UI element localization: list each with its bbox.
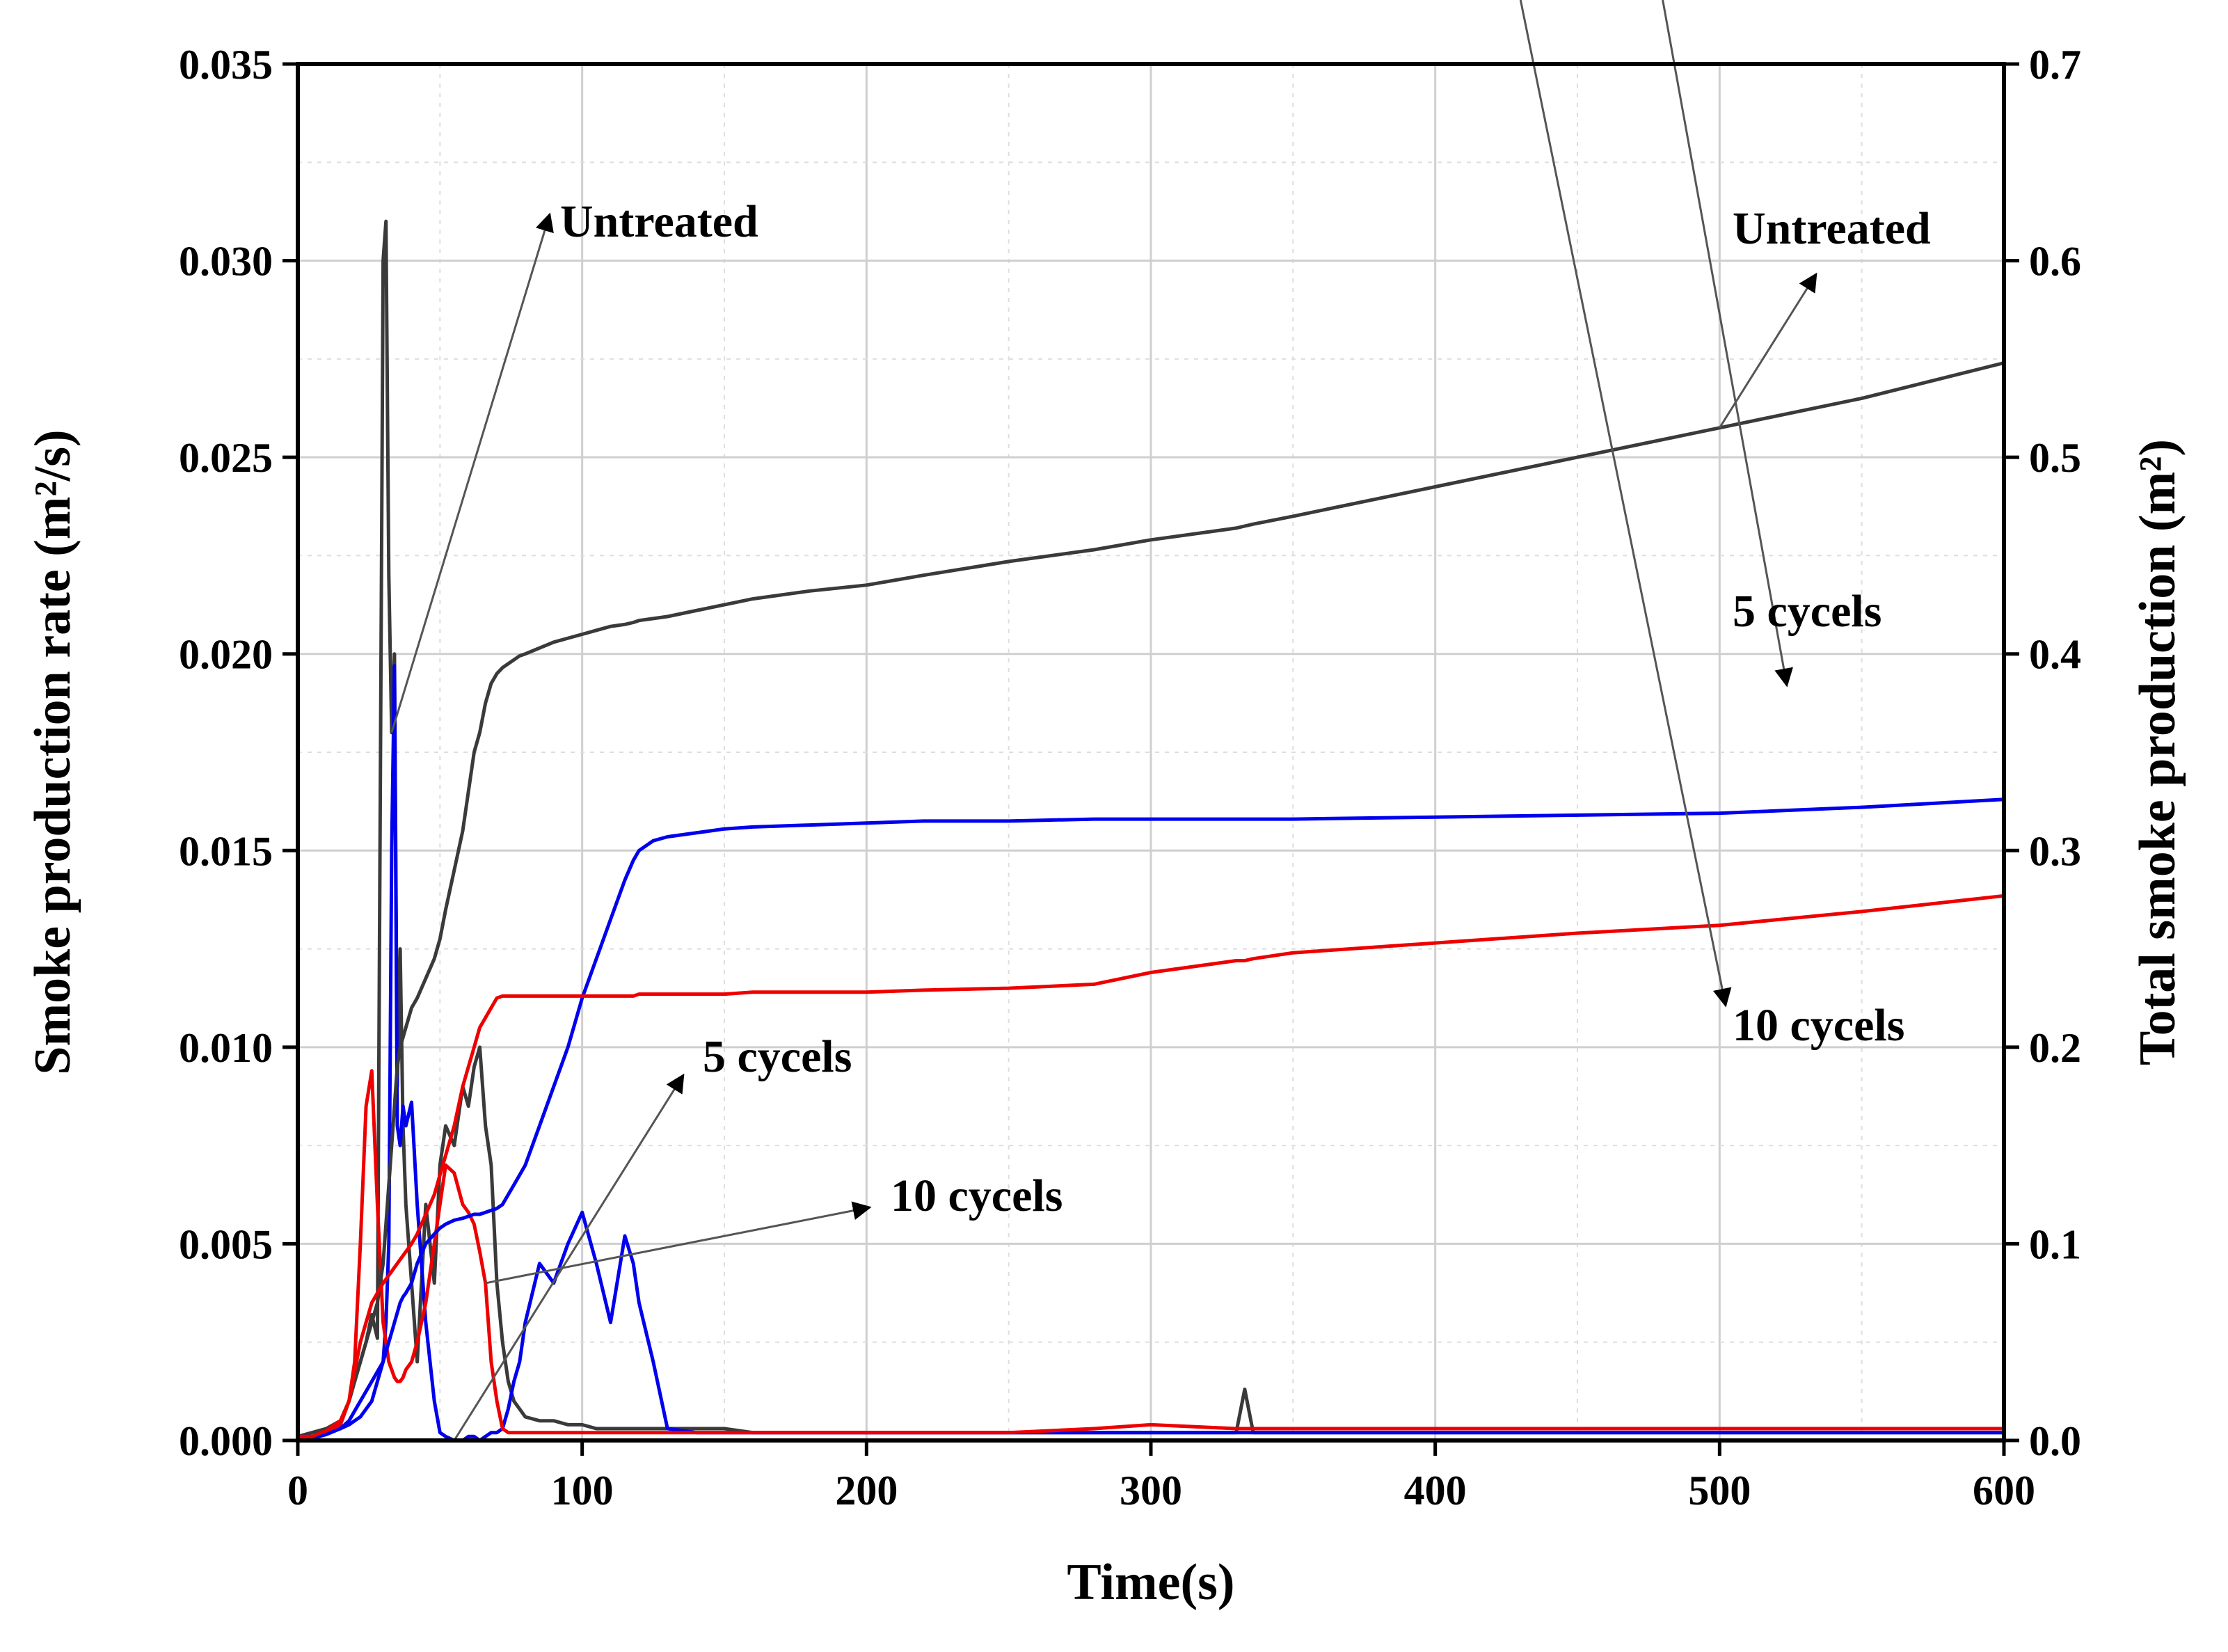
x-tick-label: 100: [551, 1468, 614, 1514]
annotation-arrow: [1662, 0, 1793, 688]
y-left-tick-label: 0.000: [179, 1418, 273, 1464]
y-right-tick-label: 0.3: [2029, 828, 2081, 874]
grid: [298, 64, 2004, 1440]
x-tick-label: 500: [1688, 1468, 1751, 1514]
series-line-10-cycels-spr: [298, 1069, 2004, 1438]
x-tick-label: 400: [1404, 1468, 1467, 1514]
series-line-5-cycels-tsp: [297, 797, 2005, 1443]
y-right-tick-label: 0.1: [2029, 1221, 2081, 1267]
annotation-arrow: [1519, 0, 1732, 1008]
axis-layer: 0 100 200 300 400 500 600 0.000 0.005 0.010 0.015 0…: [179, 42, 2081, 1514]
x-tick-label: 0: [287, 1468, 308, 1514]
series-line-untreated-tsp: [297, 361, 2005, 1443]
annotation-layer: Untreated Untreated 5 cycels 10 cycels 5 cyc…: [390, 0, 1931, 1441]
y-left-tick-label: 0.005: [179, 1221, 273, 1267]
x-tick-label: 300: [1120, 1468, 1182, 1514]
y-left-tick-label: 0.020: [179, 632, 273, 678]
y-left-tick-label: 0.035: [179, 42, 273, 88]
annotation-label: Untreated: [560, 196, 758, 247]
x-tick-label: 600: [1973, 1468, 2035, 1514]
annotation-label: 10 cycels: [1733, 1000, 1904, 1051]
y-left-tick-label: 0.015: [179, 828, 273, 874]
y-right-tick-label: 0.2: [2029, 1025, 2081, 1071]
y-left-tick-label: 0.025: [179, 435, 273, 481]
y-right-tick-label: 0.0: [2029, 1418, 2081, 1464]
y-left-axis-title: Smoke production rate (m²/s): [24, 429, 81, 1074]
annotation-arrow: [390, 212, 554, 733]
y-left-tick-label: 0.010: [179, 1025, 273, 1071]
annotation-label: 10 cycels: [891, 1170, 1063, 1221]
y-right-tick-label: 0.6: [2029, 239, 2081, 285]
annotation-label: 5 cycels: [1733, 586, 1881, 637]
y-right-tick-label: 0.7: [2029, 42, 2081, 88]
y-left-tick-label: 0.030: [179, 239, 273, 285]
annotation-arrow: [485, 1201, 872, 1285]
annotation-arrow: [1719, 272, 1817, 429]
y-right-axis-title: Total smoke production (m²): [2129, 439, 2186, 1065]
annotation-arrow: [453, 1073, 685, 1441]
series-layer: [297, 219, 2005, 1443]
y-right-tick-label: 0.5: [2029, 435, 2081, 481]
annotation-label: 5 cycels: [703, 1031, 852, 1082]
y-right-tick-label: 0.4: [2029, 632, 2081, 678]
x-axis-title: Time(s): [1067, 1554, 1234, 1611]
x-tick-label: 200: [835, 1468, 898, 1514]
series-line-10-cycels-tsp: [297, 893, 2005, 1443]
annotation-label: Untreated: [1733, 203, 1931, 254]
